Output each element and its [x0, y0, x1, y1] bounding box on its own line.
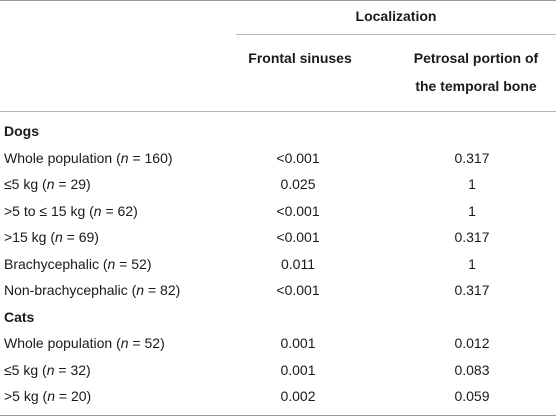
header-frontal-sinuses: Frontal sinuses — [248, 50, 352, 66]
table-row: >15 kg (n = 69) <0.001 0.317 — [0, 224, 556, 250]
group-label: Dogs — [4, 123, 39, 139]
frontal-sinuses-value: 0.001 — [280, 361, 316, 378]
row-label: Non-brachycephalic (n = 82) — [4, 282, 181, 298]
row-label: >5 kg (n = 20) — [4, 388, 92, 404]
frontal-sinuses-value: 0.001 — [280, 335, 316, 351]
header-bottom-rule — [0, 111, 556, 112]
table-row: Whole population (n = 52) 0.001 0.012 — [0, 330, 556, 356]
header-petrosal-line2: the temporal bone — [415, 78, 537, 94]
petrosal-value: 0.083 — [454, 361, 490, 378]
petrosal-value: 1 — [468, 176, 476, 192]
row-label: Brachycephalic (n = 52) — [4, 255, 152, 272]
petrosal-value: 0.317 — [454, 282, 490, 298]
group-label: Cats — [4, 308, 35, 325]
frontal-sinuses-value: 0.025 — [280, 176, 316, 192]
petrosal-value: 0.317 — [454, 149, 490, 166]
row-label: Whole population (n = 160) — [4, 149, 173, 166]
frontal-sinuses-value: 0.011 — [281, 255, 315, 272]
row-label: >5 to ≤ 15 kg (n = 62) — [4, 202, 138, 219]
table-row: >5 to ≤ 15 kg (n = 62) <0.001 1 — [0, 198, 556, 224]
header-petrosal-line1: Petrosal portion of — [413, 50, 539, 66]
frontal-sinuses-value: <0.001 — [276, 202, 320, 219]
frontal-sinuses-value: <0.001 — [276, 282, 320, 298]
table-row: Brachycephalic (n = 52) 0.011 1 — [0, 251, 556, 277]
frontal-sinuses-value: <0.001 — [276, 229, 320, 245]
group-row: Cats — [0, 304, 556, 330]
table-top-rule — [0, 0, 556, 1]
row-label: Whole population (n = 52) — [4, 335, 165, 351]
petrosal-value: 0.059 — [454, 388, 490, 404]
petrosal-value: 0.317 — [454, 229, 490, 245]
table-bottom-rule — [0, 415, 556, 416]
table-row: Whole population (n = 160) <0.001 0.317 — [0, 145, 556, 171]
group-row: Dogs — [0, 118, 556, 144]
table-row: Non-brachycephalic (n = 82) <0.001 0.317 — [0, 277, 556, 303]
petrosal-value: 0.012 — [454, 335, 490, 351]
row-label: ≤5 kg (n = 29) — [4, 176, 91, 192]
row-label: >15 kg (n = 69) — [4, 229, 99, 245]
frontal-sinuses-value: <0.001 — [276, 149, 320, 166]
table-row: ≤5 kg (n = 32) 0.001 0.083 — [0, 357, 556, 383]
table-row: >5 kg (n = 20) 0.002 0.059 — [0, 383, 556, 409]
table-row: ≤5 kg (n = 29) 0.025 1 — [0, 171, 556, 197]
petrosal-value: 1 — [468, 255, 476, 272]
frontal-sinuses-value: 0.002 — [280, 388, 316, 404]
petrosal-value: 1 — [468, 202, 476, 219]
row-label: ≤5 kg (n = 32) — [4, 361, 91, 378]
header-group-rule — [236, 34, 556, 35]
header-localization: Localization — [355, 8, 437, 24]
